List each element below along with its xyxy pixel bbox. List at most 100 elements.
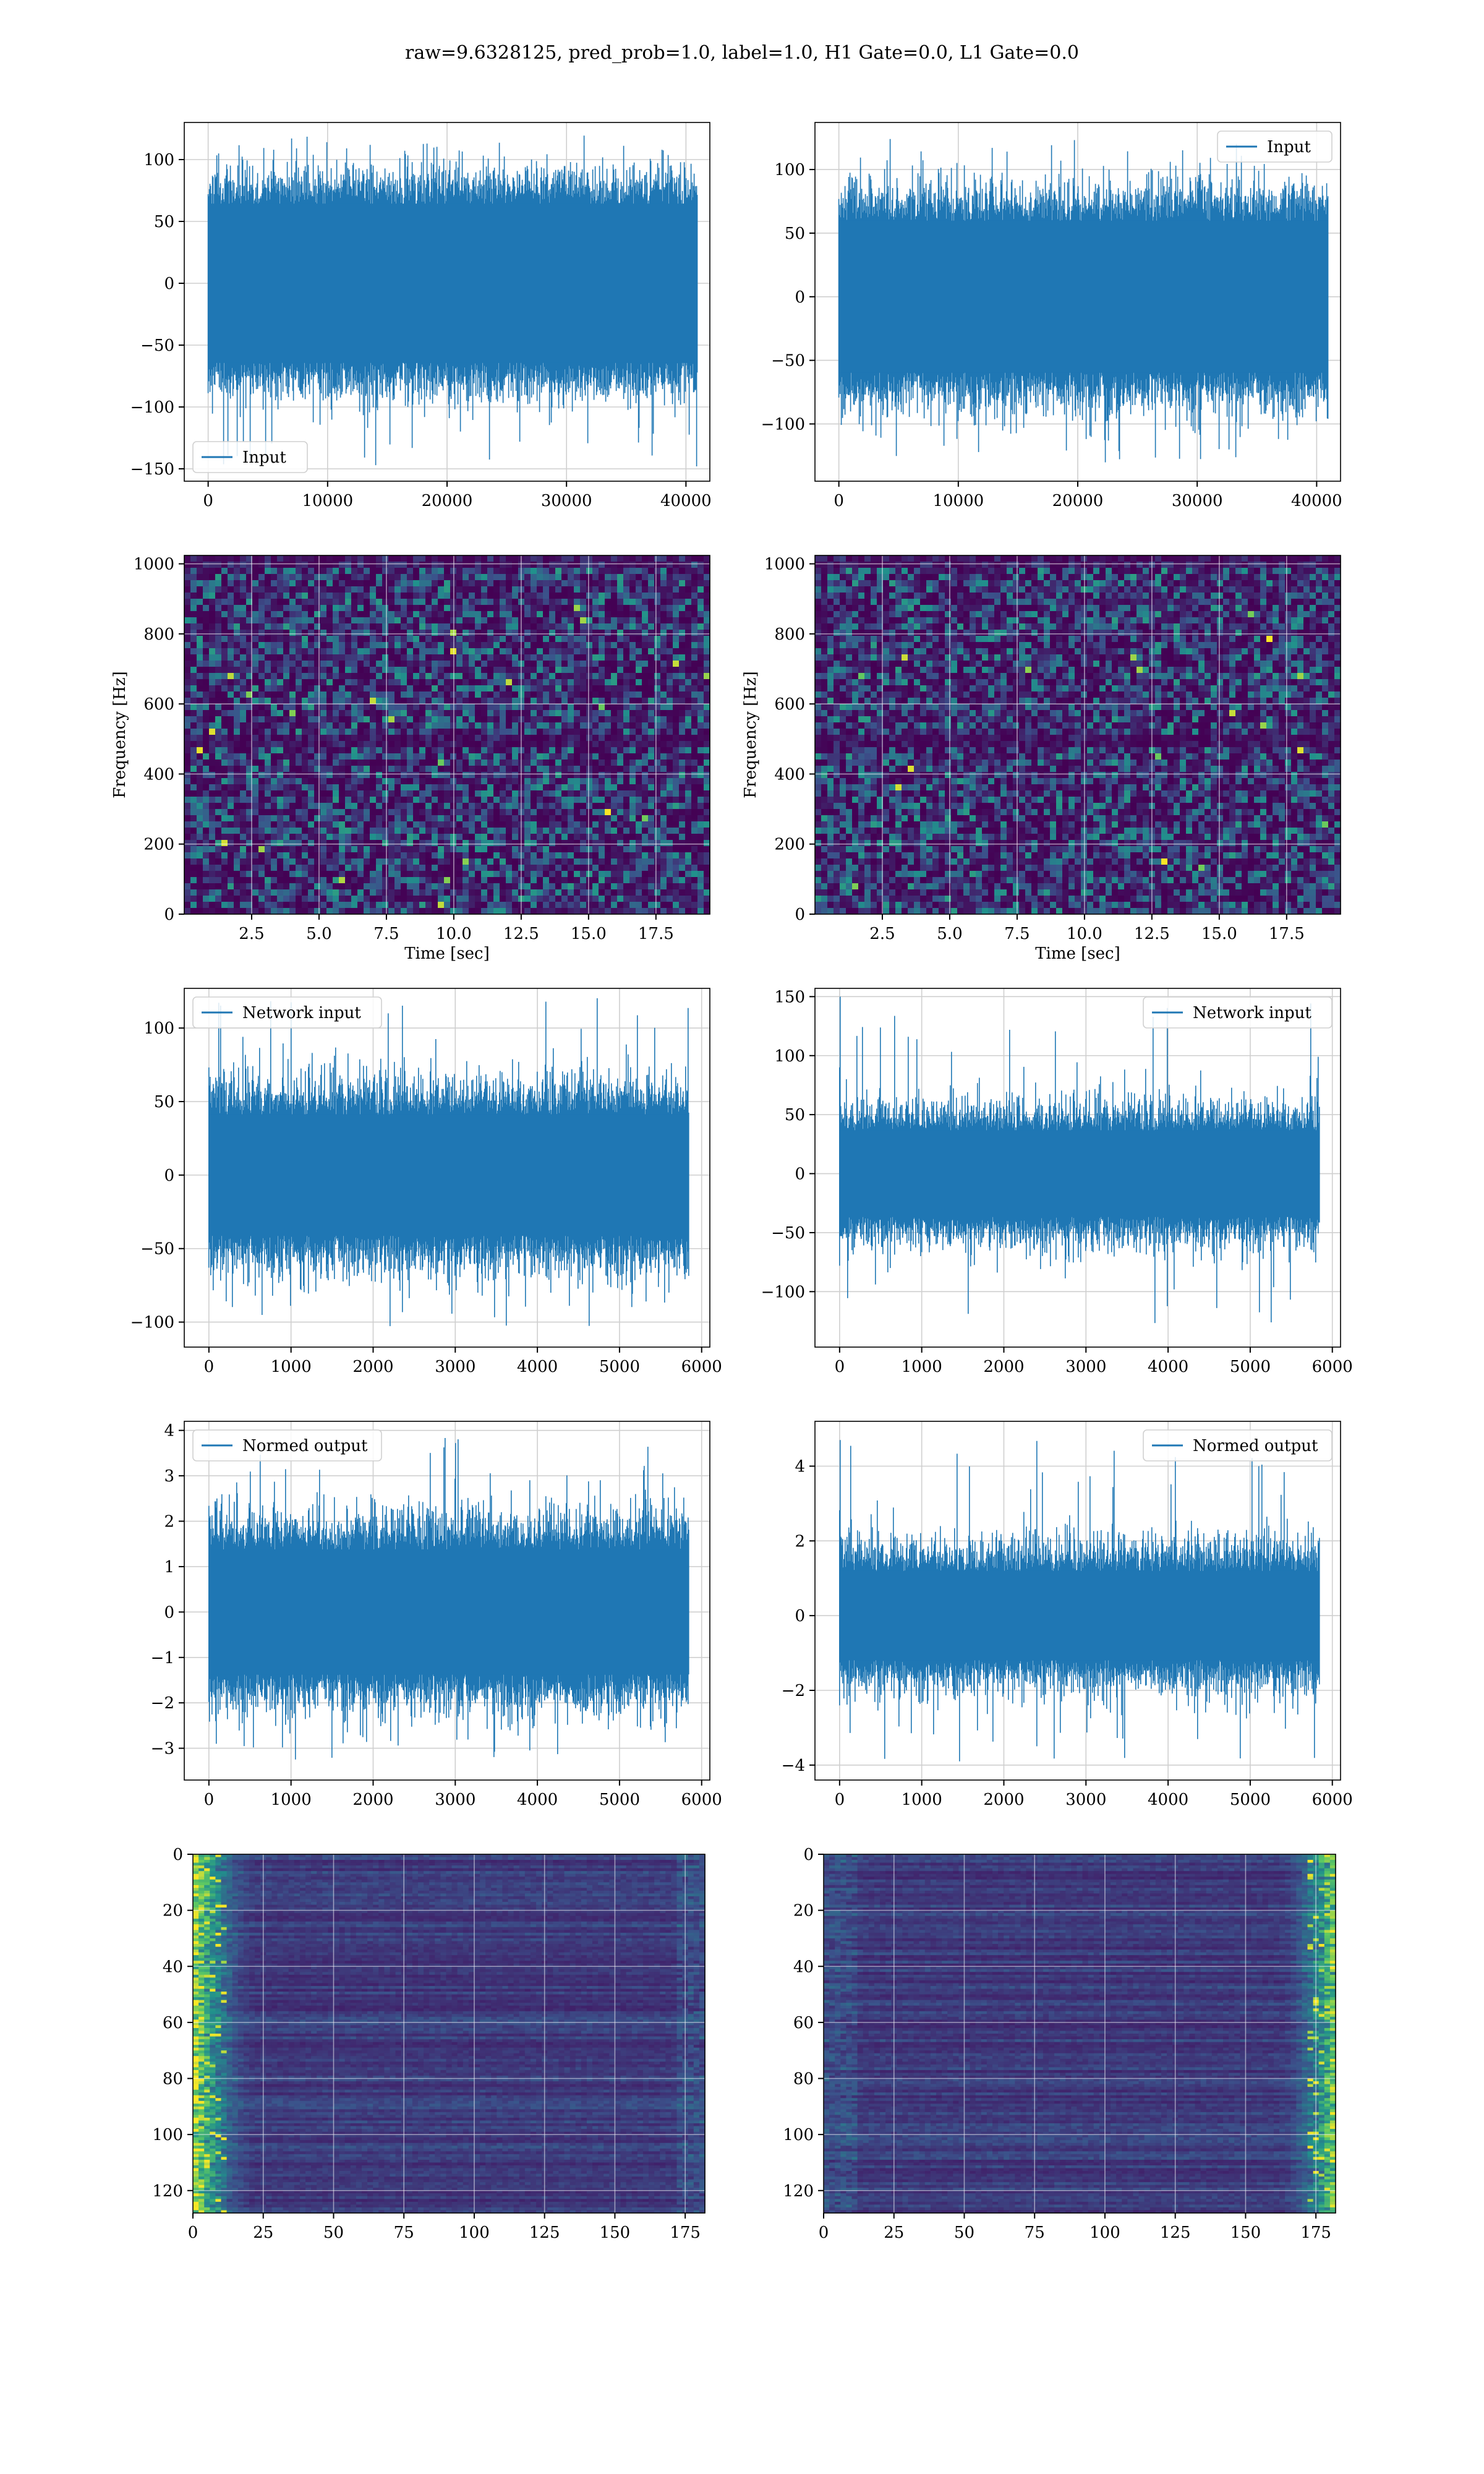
heatmap-cell xyxy=(333,766,339,773)
heatmap-cell xyxy=(475,630,482,636)
heatmap-cell xyxy=(561,555,568,562)
heatmap-cell xyxy=(555,908,562,915)
heatmap-cell xyxy=(679,580,686,587)
heatmap-cell xyxy=(697,809,704,816)
heatmap-cell xyxy=(308,747,315,754)
heatmap-cell xyxy=(549,753,556,760)
heatmap-cell xyxy=(561,593,568,599)
heatmap-cell xyxy=(197,654,203,661)
heatmap-cell xyxy=(425,685,432,692)
heatmap-cell xyxy=(221,772,228,779)
heatmap-cell xyxy=(376,778,383,785)
heatmap-cell xyxy=(500,821,506,828)
heatmap-cell xyxy=(388,586,395,593)
heatmap-cell xyxy=(667,562,673,568)
heatmap-cell xyxy=(549,593,556,599)
heatmap-cell xyxy=(685,729,692,735)
heatmap-cell xyxy=(568,803,574,810)
heatmap-cell xyxy=(543,735,550,742)
heatmap-cell xyxy=(599,852,605,859)
heatmap-cell xyxy=(667,772,673,779)
heatmap-cell xyxy=(234,821,241,828)
heatmap-cell xyxy=(388,766,395,773)
heatmap-cell xyxy=(271,778,278,785)
heatmap-cell xyxy=(691,784,698,791)
heatmap-cell xyxy=(605,605,612,612)
heatmap-cell xyxy=(537,722,544,729)
heatmap-cell xyxy=(277,908,284,915)
heatmap-cell xyxy=(444,908,451,915)
heatmap-cell xyxy=(413,623,420,630)
heatmap-cell xyxy=(221,821,228,828)
heatmap-cell xyxy=(599,599,605,606)
heatmap-cell xyxy=(240,568,247,575)
heatmap-cell xyxy=(599,809,605,816)
heatmap-cell xyxy=(228,568,234,575)
heatmap-cell xyxy=(197,797,203,803)
heatmap-cell xyxy=(493,704,500,711)
heatmap-cell xyxy=(617,716,624,723)
heatmap-cell xyxy=(320,865,327,871)
heatmap-cell xyxy=(685,574,692,581)
heatmap-cell xyxy=(252,871,259,878)
heatmap-cell xyxy=(512,648,519,655)
heatmap-cell xyxy=(660,809,667,816)
heatmap-cell xyxy=(568,685,574,692)
heatmap-cell xyxy=(209,858,216,865)
heatmap-cell xyxy=(697,883,704,890)
heatmap-cell xyxy=(190,896,197,902)
heatmap-cell xyxy=(623,846,630,853)
heatmap-cell xyxy=(357,704,364,711)
heatmap-cell xyxy=(370,586,377,593)
heatmap-cell xyxy=(592,710,599,717)
heatmap-cell xyxy=(203,834,210,841)
heatmap-cell xyxy=(500,623,506,630)
heatmap-cell xyxy=(574,580,581,587)
heatmap-cell xyxy=(425,586,432,593)
heatmap-cell xyxy=(469,889,475,896)
heatmap-cell xyxy=(592,790,599,797)
heatmap-cell xyxy=(704,797,710,803)
heatmap-cell xyxy=(203,889,210,896)
heatmap-cell xyxy=(184,815,191,822)
heatmap-cell xyxy=(475,599,482,606)
heatmap-cell xyxy=(401,599,407,606)
heatmap-cell xyxy=(357,834,364,841)
heatmap-cell xyxy=(265,691,271,698)
heatmap-cell xyxy=(438,741,445,748)
heatmap-cell xyxy=(611,691,618,698)
heatmap-cell xyxy=(190,562,197,568)
heatmap-cell xyxy=(605,555,612,562)
heatmap-cell xyxy=(592,722,599,729)
heatmap-cell xyxy=(221,871,228,878)
heatmap-cell xyxy=(543,698,550,704)
heatmap-cell xyxy=(586,760,593,766)
heatmap-cell xyxy=(611,778,618,785)
heatmap-cell xyxy=(376,784,383,791)
heatmap-cell xyxy=(592,648,599,655)
heatmap-cell xyxy=(302,722,309,729)
heatmap-cell xyxy=(413,902,420,909)
heatmap-cell xyxy=(438,722,445,729)
heatmap-cell xyxy=(320,661,327,667)
heatmap-cell xyxy=(444,896,451,902)
heatmap-cell xyxy=(252,790,259,797)
heatmap-cell xyxy=(364,846,370,853)
heatmap-cell xyxy=(413,815,420,822)
heatmap-cell xyxy=(611,648,618,655)
heatmap-cell xyxy=(648,784,655,791)
heatmap-cell xyxy=(364,821,370,828)
heatmap-cell xyxy=(357,735,364,742)
heatmap-cell xyxy=(203,716,210,723)
heatmap-cell xyxy=(394,673,401,680)
heatmap-cell xyxy=(549,840,556,847)
heatmap-cell xyxy=(184,852,191,859)
heatmap-cell xyxy=(265,741,271,748)
heatmap-cell xyxy=(228,623,234,630)
heatmap-cell xyxy=(432,896,438,902)
heatmap-cell xyxy=(531,896,537,902)
heatmap-cell xyxy=(469,704,475,711)
heatmap-cell xyxy=(302,877,309,884)
heatmap-cell xyxy=(407,902,414,909)
heatmap-cell xyxy=(283,667,290,674)
